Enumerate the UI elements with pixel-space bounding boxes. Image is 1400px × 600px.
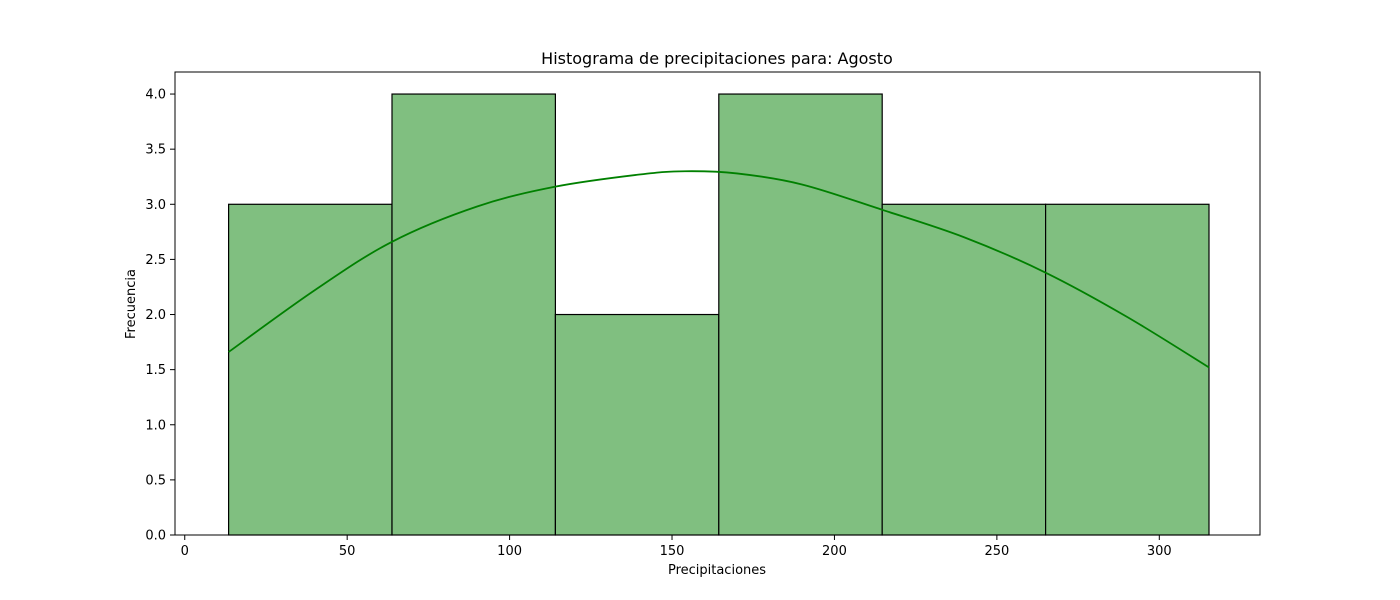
- y-tick-label: 2.0: [145, 308, 166, 323]
- x-tick-label: 250: [984, 544, 1009, 559]
- chart-title: Histograma de precipitaciones para: Agos…: [541, 49, 893, 68]
- y-axis-ticks: 0.0 0.5 1.0 1.5 2.0 2.5 3.0 3.5 4.0: [145, 88, 175, 544]
- y-tick-label: 3.5: [145, 143, 166, 158]
- y-tick-label: 4.0: [145, 88, 166, 103]
- histogram-bar-3: [554, 313, 720, 536]
- histogram-bar-6: [1044, 203, 1210, 536]
- histogram-bar-5: [881, 203, 1047, 536]
- y-tick-label: 0.5: [145, 473, 166, 488]
- kde-curve-line: [228, 170, 1210, 369]
- y-tick-label: 2.5: [145, 253, 166, 268]
- y-tick-label: 1.5: [145, 363, 166, 378]
- y-tick-label: 1.0: [145, 418, 166, 433]
- y-tick-label: 3.0: [145, 198, 166, 213]
- x-axis-ticks: 0 50 100 150 200 250 300: [181, 535, 1172, 559]
- x-tick-label: 150: [660, 544, 685, 559]
- x-tick-label: 200: [822, 544, 847, 559]
- y-tick-label: 0.0: [145, 529, 166, 544]
- histogram-bar-4: [718, 93, 883, 536]
- x-tick-label: 300: [1147, 544, 1172, 559]
- x-axis-label: Precipitaciones: [668, 563, 766, 578]
- bars-layer: [228, 93, 1210, 536]
- histogram-bar-2: [391, 93, 556, 536]
- histogram-bar-1: [228, 203, 393, 536]
- x-tick-label: 50: [339, 544, 356, 559]
- x-tick-label: 0: [181, 544, 189, 559]
- y-axis-label: Frecuencia: [124, 269, 139, 339]
- axes-frame: [174, 71, 1261, 536]
- kde-layer: [228, 170, 1210, 369]
- x-tick-label: 100: [497, 544, 522, 559]
